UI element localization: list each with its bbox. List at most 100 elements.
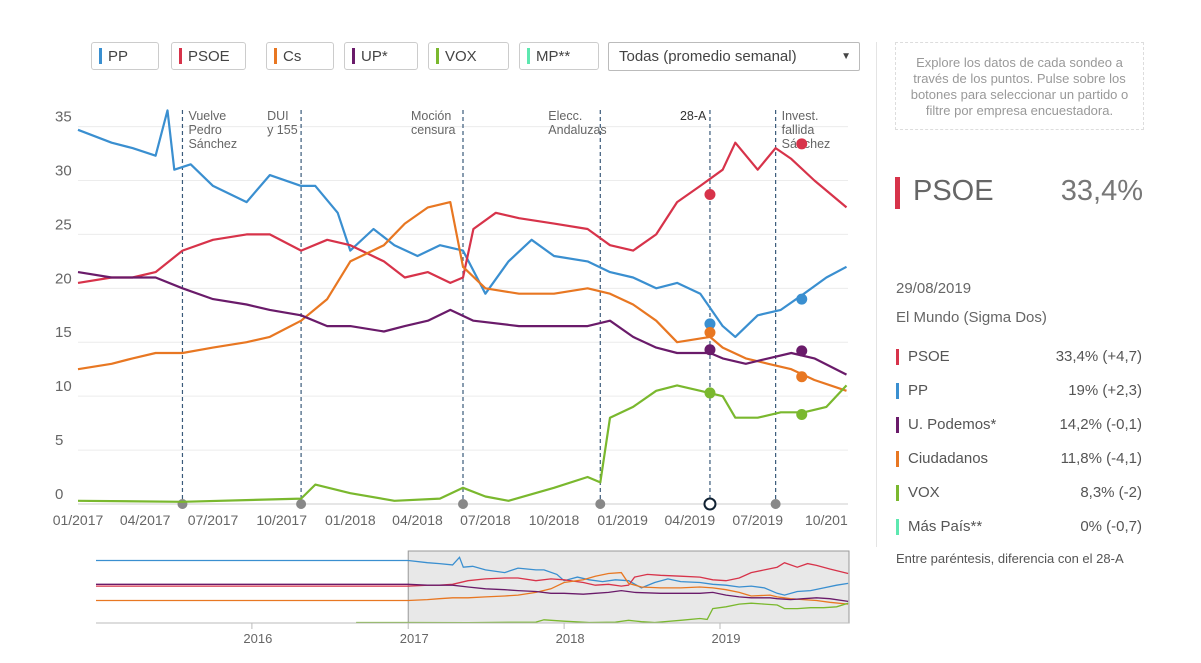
- filter-button-up[interactable]: UP*: [344, 42, 418, 70]
- x-tick-label: 07/2018: [460, 512, 511, 528]
- navigator-line: [96, 583, 849, 603]
- series-line-psoe: [77, 141, 848, 284]
- poll-results: PSOE 33,4% (+4,7) PP 19% (+2,3) U. Podem…: [896, 346, 1144, 550]
- poll-source: El Mundo (Sigma Dos): [896, 309, 1047, 326]
- party-name: Más País**: [908, 518, 983, 535]
- navigator-line: [96, 571, 849, 605]
- vox-color-swatch: [436, 48, 439, 64]
- x-tick-label: 07/2019: [732, 512, 783, 528]
- series-line-cs: [77, 201, 847, 392]
- event-label: censura: [411, 123, 456, 137]
- party-value: 14,2% (-0,1): [1059, 416, 1142, 433]
- poll-dot-28a: [704, 344, 716, 356]
- poll-row-mp: Más País** 0% (-0,7): [896, 516, 1144, 550]
- filter-button-vox[interactable]: VOX: [428, 42, 509, 70]
- x-tick-label: 04/2019: [665, 512, 716, 528]
- navigator-tick-label: 2019: [712, 631, 741, 646]
- navigator-selection: [407, 550, 850, 624]
- party-name: VOX: [908, 484, 940, 501]
- poll-row-vox: VOX 8,3% (-2): [896, 482, 1144, 516]
- main-chart[interactable]: 0 5 10 15 20 25 30 35 01/2017 04/2017 07/2017 10/2…: [0, 100, 860, 640]
- event-label: Vuelve: [188, 109, 226, 123]
- help-text: Explore los datos de cada sondeo a travé…: [895, 42, 1144, 130]
- party-value: 33,4% (+4,7): [1055, 348, 1142, 365]
- pollster-select[interactable]: Todas (promedio semanal) ▼: [608, 42, 860, 71]
- filter-label: UP*: [361, 47, 388, 65]
- poll-date: 29/08/2019: [896, 280, 972, 297]
- navigator-line: [356, 602, 849, 624]
- y-axis: 0 5 10 15 20 25 30 35: [55, 109, 72, 503]
- poll-row-psoe: PSOE 33,4% (+4,7): [896, 346, 1144, 380]
- navigator-axis: 2016 2017 2018 2019: [96, 622, 849, 646]
- navigator-window: [407, 550, 850, 624]
- filter-label: VOX: [445, 47, 477, 65]
- series-line-pp: [77, 109, 848, 338]
- x-tick-label: 01/2017: [53, 512, 104, 528]
- x-tick-label: 01/2018: [325, 512, 376, 528]
- x-tick-label: 10/2017: [256, 512, 307, 528]
- event-label: Moción: [411, 109, 451, 123]
- event-marker: [595, 499, 606, 509]
- y-tick-label: 0: [55, 486, 63, 503]
- event-label: 28-A: [680, 109, 707, 123]
- pp-color-swatch: [99, 48, 102, 64]
- x-tick-label: 10/201: [805, 512, 848, 528]
- x-tick-label: 04/2017: [120, 512, 171, 528]
- y-tick-label: 20: [55, 270, 72, 287]
- poll-dot-28a: [704, 327, 716, 339]
- poll-dot-selected: [796, 345, 808, 357]
- event-label: fallida: [782, 123, 815, 137]
- event-label: Invest.: [782, 109, 819, 123]
- x-tick-label: 07/2017: [188, 512, 239, 528]
- filter-button-mp[interactable]: MP**: [519, 42, 599, 70]
- series-lines: [77, 109, 848, 503]
- event-label: y 155: [267, 123, 298, 137]
- filter-button-pp[interactable]: PP: [91, 42, 159, 70]
- party-color-bar: [896, 451, 899, 467]
- x-tick-label: 04/2018: [392, 512, 443, 528]
- party-value: 19% (+2,3): [1068, 382, 1142, 399]
- highlight-party: PSOE 33,4%: [895, 175, 1145, 211]
- filter-label: MP**: [536, 47, 571, 65]
- party-value: 11,8% (-4,1): [1060, 450, 1142, 467]
- party-color-bar: [896, 349, 899, 365]
- party-value: 8,3% (-2): [1080, 484, 1142, 501]
- event-marker: [177, 499, 188, 509]
- navigator-tick-label: 2018: [556, 631, 585, 646]
- psoe-color-swatch: [179, 48, 182, 64]
- party-color-bar: [896, 383, 899, 399]
- cs-color-swatch: [274, 48, 277, 64]
- party-name: Ciudadanos: [908, 450, 989, 467]
- event-label: Pedro: [188, 123, 221, 137]
- party-color-bar: [896, 519, 899, 535]
- navigator-lines: [96, 556, 849, 624]
- up-color-swatch: [352, 48, 355, 64]
- poll-dot-selected: [796, 293, 808, 305]
- event-marker: [296, 499, 307, 509]
- filter-button-cs[interactable]: Cs: [266, 42, 334, 70]
- filter-label: PP: [108, 47, 129, 65]
- pollster-select-value: Todas (promedio semanal): [619, 48, 797, 65]
- mp-color-swatch: [527, 48, 530, 64]
- event-label: Andaluzas: [548, 123, 606, 137]
- filter-button-psoe[interactable]: PSOE: [171, 42, 246, 70]
- party-color-bar: [896, 485, 899, 501]
- navigator-line: [96, 556, 849, 596]
- event-marker-active: [703, 497, 717, 511]
- x-tick-label: 01/2019: [597, 512, 648, 528]
- navigator-tick-label: 2017: [400, 631, 429, 646]
- y-tick-label: 5: [55, 432, 63, 449]
- panel-divider: [876, 42, 877, 547]
- highlight-party-name: PSOE: [913, 175, 994, 207]
- poll-dot-28a: [704, 189, 716, 201]
- party-value: 0% (-0,7): [1080, 518, 1142, 535]
- poll-dot-selected: [796, 138, 808, 150]
- event-label: Sánchez: [188, 137, 237, 151]
- timeline-navigator[interactable]: 2016 2017 2018 2019: [0, 545, 860, 646]
- chevron-down-icon: ▼: [841, 51, 851, 62]
- poll-row-pp: PP 19% (+2,3): [896, 380, 1144, 414]
- poll-dot-selected: [796, 371, 808, 383]
- event-label: Elecc.: [548, 109, 582, 123]
- filter-label: Cs: [283, 47, 302, 65]
